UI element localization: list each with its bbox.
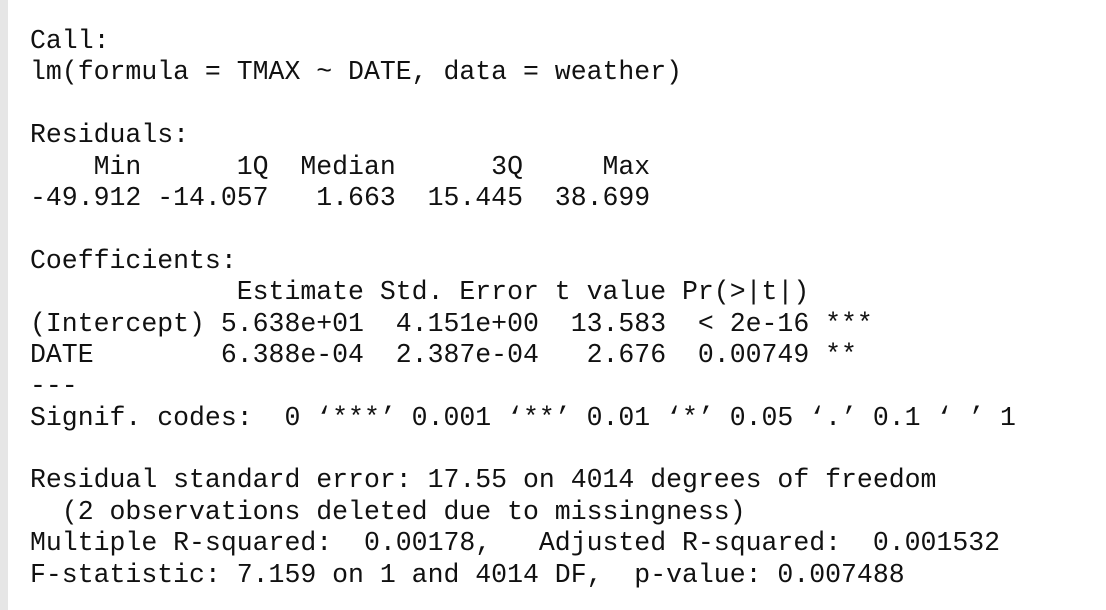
section-label: Coefficients: xyxy=(30,245,237,276)
output-line: -49.912 -14.057 1.663 15.445 38.699 xyxy=(30,182,651,213)
call-section: Call: lm(formula = TMAX ~ DATE, data = w… xyxy=(30,26,1106,89)
output-line: DATE 6.388e-04 2.387e-04 2.676 0.00749 *… xyxy=(30,339,857,370)
section-label: Call: xyxy=(30,26,110,56)
output-line: F-statistic: 7.159 on 1 and 4014 DF, p-v… xyxy=(30,559,905,590)
output-line: Multiple R-squared: 0.00178, Adjusted R-… xyxy=(30,528,1001,559)
output-line: lm(formula = TMAX ~ DATE, data = weather… xyxy=(30,57,683,88)
output-line: Estimate Std. Error t value Pr(>|t|) xyxy=(30,277,810,308)
section-label: Residuals: xyxy=(30,120,190,151)
summary-section: Residual standard error: 17.55 on 4014 d… xyxy=(30,465,1106,591)
output-line: Min 1Q Median 3Q Max xyxy=(30,151,651,182)
output-line: Residual standard error: 17.55 on 4014 d… xyxy=(30,465,937,496)
output-line: (Intercept) 5.638e+01 4.151e+00 13.583 <… xyxy=(30,308,873,339)
coefficients-section: Coefficients: Estimate Std. Error t valu… xyxy=(30,246,1106,434)
residuals-section: Residuals: Min 1Q Median 3Q Max -49.912 … xyxy=(30,120,1106,214)
output-line: Signif. codes: 0 ‘***’ 0.001 ‘**’ 0.01 ‘… xyxy=(30,402,1016,433)
output-line: (2 observations deleted due to missingne… xyxy=(30,496,746,527)
output-line: --- xyxy=(30,371,78,402)
